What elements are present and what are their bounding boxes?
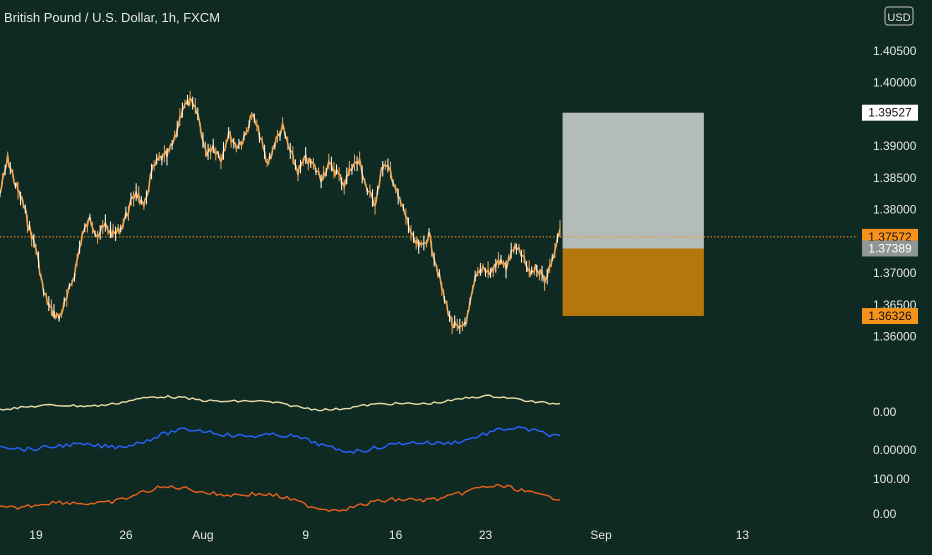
currency-selector-button[interactable]: USD — [884, 6, 914, 26]
stop-price-label: 1.36326 — [862, 308, 918, 325]
indicator-line-2 — [0, 425, 561, 454]
indicator-panes — [0, 394, 561, 512]
y-tick-label: 1.40000 — [873, 76, 917, 90]
entry-price-label-bg — [862, 240, 918, 257]
stop-price-label-bg — [862, 308, 918, 325]
currency-selector-border — [884, 6, 914, 26]
indicator-axis-label: 100.00 — [873, 472, 910, 486]
y-tick-label: 1.37000 — [873, 266, 917, 280]
indicator-line-1 — [0, 394, 561, 412]
indicator-axis: 0.00 0.00000 100.00 0.00 — [873, 405, 917, 521]
y-tick-label: 1.39000 — [873, 139, 917, 153]
x-tick-label: 16 — [389, 528, 403, 542]
position-tool[interactable] — [562, 112, 704, 317]
x-tick-label: 26 — [119, 528, 133, 542]
currency-label: USD — [887, 12, 910, 24]
target-zone[interactable] — [562, 112, 704, 249]
indicator-axis-label: 0.00000 — [873, 443, 917, 457]
x-tick-label: 19 — [29, 528, 43, 542]
entry-price-label-text: 1.37389 — [868, 242, 912, 256]
time-axis[interactable]: 19 26 Aug 9 16 23 Sep 13 — [29, 528, 749, 542]
x-tick-label: 23 — [479, 528, 493, 542]
chart-title: British Pound / U.S. Dollar, 1h, FXCM — [4, 10, 220, 25]
price-line — [0, 95, 561, 330]
stop-zone[interactable] — [562, 248, 704, 317]
indicator-line-3 — [0, 483, 561, 512]
indicator-axis-label: 0.00 — [873, 405, 897, 419]
target-price-label-text: 1.39527 — [868, 106, 912, 120]
y-tick-label: 1.40500 — [873, 44, 917, 58]
indicator-axis-label: 0.00 — [873, 507, 897, 521]
last-price-label-text: 1.37572 — [868, 230, 912, 244]
entry-price-label: 1.37389 — [862, 240, 918, 257]
x-tick-label: Aug — [192, 528, 213, 542]
stop-price-label-text: 1.36326 — [868, 309, 912, 323]
candle-wicks — [0, 90, 561, 335]
y-tick-label: 1.38500 — [873, 171, 917, 185]
y-tick-label: 1.36000 — [873, 330, 917, 344]
x-tick-label: Sep — [590, 528, 612, 542]
target-price-label: 1.39527 — [862, 104, 918, 121]
x-tick-label: 13 — [736, 528, 750, 542]
target-price-label-bg — [862, 104, 918, 121]
price-series — [0, 90, 858, 335]
y-tick-label: 1.38000 — [873, 203, 917, 217]
x-tick-label: 9 — [302, 528, 309, 542]
